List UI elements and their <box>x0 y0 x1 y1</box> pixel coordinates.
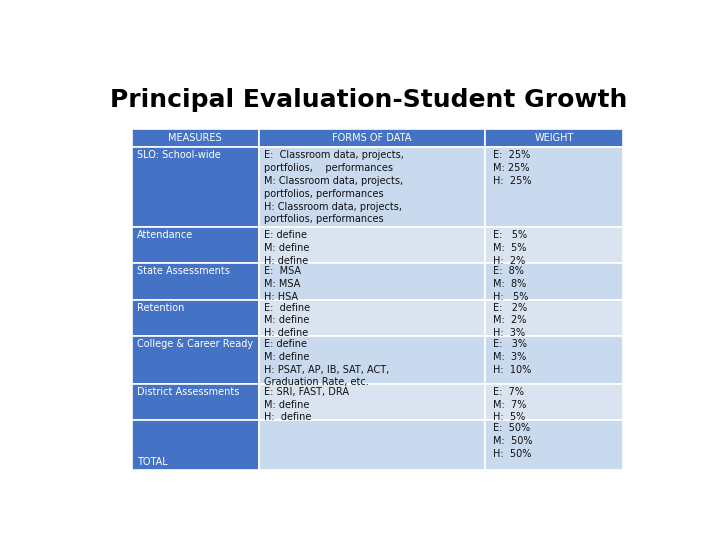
Bar <box>485 129 623 147</box>
Text: WEIGHT: WEIGHT <box>534 133 574 143</box>
Bar <box>132 227 258 264</box>
Text: Retention: Retention <box>137 302 184 313</box>
Bar <box>485 147 623 227</box>
Bar <box>485 227 623 264</box>
Bar <box>132 129 258 147</box>
Bar <box>258 420 485 470</box>
Bar <box>258 129 485 147</box>
Text: MEASURES: MEASURES <box>168 133 222 143</box>
Bar <box>132 147 258 227</box>
Bar <box>258 336 485 384</box>
Text: E:   2%
M:  2%
H:  3%: E: 2% M: 2% H: 3% <box>492 302 527 338</box>
Bar <box>258 264 485 300</box>
Text: E:  7%
M:  7%
H:  5%: E: 7% M: 7% H: 5% <box>492 387 526 422</box>
Text: Principal Evaluation-Student Growth: Principal Evaluation-Student Growth <box>110 87 628 112</box>
Bar <box>132 420 258 470</box>
Text: College & Career Ready: College & Career Ready <box>137 339 253 349</box>
Text: SLO: School-wide: SLO: School-wide <box>137 150 220 160</box>
Text: E: define
M: define
H: PSAT, AP, IB, SAT, ACT,
Graduation Rate, etc.: E: define M: define H: PSAT, AP, IB, SAT… <box>264 339 390 387</box>
Bar <box>485 300 623 336</box>
Text: E:  MSA
M: MSA
H: HSA: E: MSA M: MSA H: HSA <box>264 266 301 302</box>
Bar <box>132 300 258 336</box>
Text: E:   3%
M:  3%
H:  10%: E: 3% M: 3% H: 10% <box>492 339 531 375</box>
Text: E: SRI, FAST, DRA
M: define
H:  define: E: SRI, FAST, DRA M: define H: define <box>264 387 349 422</box>
Text: E:  Classroom data, projects,
portfolios,    performances
M: Classroom data, pro: E: Classroom data, projects, portfolios,… <box>264 150 404 224</box>
Bar <box>132 264 258 300</box>
Text: District Assessments: District Assessments <box>137 387 239 397</box>
Bar <box>258 227 485 264</box>
Text: E:   5%
M:  5%
H:  2%: E: 5% M: 5% H: 2% <box>492 230 527 266</box>
Text: Attendance: Attendance <box>137 230 193 240</box>
Bar <box>258 384 485 420</box>
Text: E:  8%
M:  8%
H:   5%: E: 8% M: 8% H: 5% <box>492 266 528 302</box>
Text: E: define
M: define
H: define: E: define M: define H: define <box>264 230 310 266</box>
Bar <box>485 384 623 420</box>
Text: FORMS OF DATA: FORMS OF DATA <box>333 133 412 143</box>
Text: E:  50%
M:  50%
H:  50%: E: 50% M: 50% H: 50% <box>492 423 532 458</box>
Text: E:  25%
M: 25%
H:  25%: E: 25% M: 25% H: 25% <box>492 150 531 186</box>
Bar <box>132 336 258 384</box>
Text: TOTAL: TOTAL <box>137 457 168 467</box>
Bar <box>258 147 485 227</box>
Text: E:  define
M: define
H: define: E: define M: define H: define <box>264 302 310 338</box>
Bar <box>485 264 623 300</box>
Bar <box>258 300 485 336</box>
Bar <box>485 420 623 470</box>
Text: State Assessments: State Assessments <box>137 266 230 276</box>
Bar <box>132 384 258 420</box>
Bar <box>485 336 623 384</box>
